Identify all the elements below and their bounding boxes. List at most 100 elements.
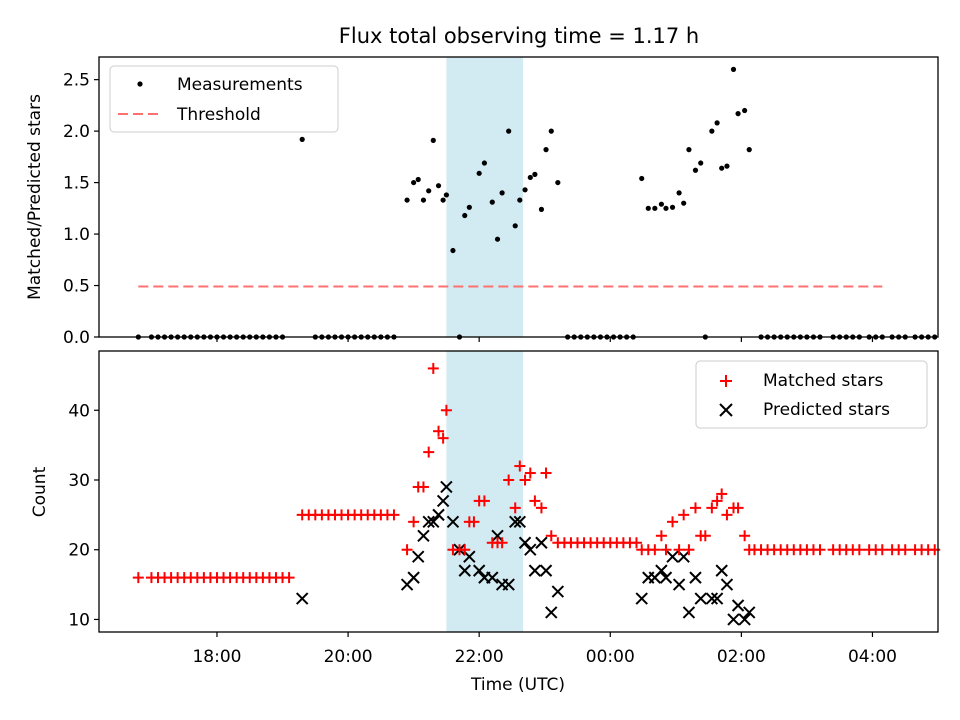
top-y-tick-label: 0.0 xyxy=(63,328,90,348)
chart-title: Flux total observing time = 1.17 h xyxy=(339,24,699,48)
predicted-star-point xyxy=(472,564,486,577)
measurement-point xyxy=(532,171,538,177)
legend-measurement-marker xyxy=(137,81,143,87)
top-y-tick-label: 1.0 xyxy=(63,225,90,245)
measurement-point xyxy=(462,212,468,219)
bottom-axes-frame xyxy=(98,350,939,633)
top-axes-frame xyxy=(98,56,939,338)
measurement-point xyxy=(506,128,512,134)
measurement-point xyxy=(466,204,472,210)
predicted-star-point xyxy=(440,480,453,494)
measurement-point xyxy=(481,160,488,166)
predicted-star-point xyxy=(446,515,460,529)
predicted-star-point xyxy=(655,564,668,577)
measurement-point xyxy=(430,137,436,143)
matched-star-point xyxy=(401,544,413,556)
legend-measurements-label: Measurements xyxy=(177,75,303,95)
measurement-point xyxy=(658,201,664,207)
measurement-point xyxy=(426,188,432,194)
legend-matched-label: Matched stars xyxy=(763,371,883,391)
predicted-star-point xyxy=(666,550,679,563)
measurement-point xyxy=(719,165,725,171)
matched-star-point xyxy=(524,467,536,479)
measurement-point xyxy=(420,197,427,203)
bottom-legend-box xyxy=(695,360,928,429)
measurement-point xyxy=(730,66,737,72)
measurement-point xyxy=(692,167,699,173)
predicted-star-point xyxy=(738,613,751,626)
top-y-tick-label: 2.0 xyxy=(63,122,90,142)
predicted-star-point xyxy=(705,592,719,605)
measurement-point xyxy=(415,176,421,183)
bottom-y-tick-label: 10 xyxy=(68,610,90,630)
matched-star-point xyxy=(655,530,667,542)
x-tick-label: 00:00 xyxy=(586,647,635,667)
matched-star-point xyxy=(673,544,685,556)
predicted-star-point xyxy=(458,564,471,577)
measurement-point xyxy=(527,174,533,181)
predicted-star-point xyxy=(432,508,445,522)
predicted-star-point xyxy=(731,599,745,612)
matched-star-point xyxy=(283,572,295,584)
top-y-tick-label: 0.5 xyxy=(63,277,90,297)
x-tick-label: 20:00 xyxy=(324,647,373,667)
predicted-star-point xyxy=(720,578,734,591)
matched-star-point xyxy=(388,509,400,521)
measurement-point xyxy=(714,120,720,126)
predicted-star-point xyxy=(727,613,740,626)
matched-star-point xyxy=(529,495,541,507)
measurement-point xyxy=(443,192,449,198)
matched-star-point xyxy=(459,544,471,556)
measurement-point xyxy=(489,199,495,205)
measurement-point xyxy=(742,107,748,114)
predicted-star-point xyxy=(513,515,527,529)
predicted-star-point xyxy=(551,585,565,598)
measurement-point xyxy=(686,147,692,153)
legend-threshold-label: Threshold xyxy=(176,105,261,125)
measurement-point xyxy=(676,190,682,196)
predicted-star-point xyxy=(524,543,537,556)
measurement-point xyxy=(724,163,730,169)
matched-star-point xyxy=(711,495,723,507)
matched-star-point xyxy=(699,530,711,542)
x-axis-label: Time (UTC) xyxy=(470,675,565,695)
matched-star-point xyxy=(716,488,728,500)
measurement-point xyxy=(639,175,645,182)
measurement-point xyxy=(746,147,752,153)
measurement-point xyxy=(645,205,651,211)
top-panel: 0.0 0.5 1.0 1.5 2.0 2.5 Matched/Predicted sta… xyxy=(25,56,939,348)
matched-star-point xyxy=(514,460,526,472)
matched-star-point xyxy=(739,530,751,542)
measurement-point xyxy=(522,187,528,193)
top-shaded-region xyxy=(446,57,524,337)
predicted-star-point xyxy=(528,564,542,577)
matched-star-point xyxy=(630,537,642,549)
measurement-point xyxy=(517,197,523,203)
x-tick-label: 02:00 xyxy=(717,647,766,667)
matched-star-point xyxy=(496,537,508,549)
measurement-point xyxy=(404,197,410,203)
predicted-star-point xyxy=(486,571,499,584)
predicted-star-point xyxy=(682,606,696,619)
measurement-point xyxy=(698,160,704,166)
top-y-axis-label: Matched/Predicted stars xyxy=(25,94,45,300)
bottom-y-axis-label: Count xyxy=(30,466,50,517)
x-tick-label: 18:00 xyxy=(192,647,241,667)
matched-star-point xyxy=(509,502,521,514)
measurement-point xyxy=(450,247,456,254)
matched-star-point xyxy=(853,544,865,556)
predicted-star-point xyxy=(535,536,548,549)
matched-star-point xyxy=(660,544,672,556)
predicted-star-point xyxy=(407,571,420,584)
predicted-star-point xyxy=(710,592,724,605)
matched-star-point xyxy=(440,404,452,416)
legend-predicted-marker xyxy=(719,403,733,417)
measurement-point xyxy=(512,223,518,229)
top-x-ticks xyxy=(216,337,874,342)
predicted-star-point xyxy=(694,592,707,605)
predicted-star-point xyxy=(509,515,522,529)
matched-star-point xyxy=(706,502,718,514)
bottom-x-ticks: 18:00 20:00 22:00 00:00 02:00 04:00 xyxy=(192,632,897,667)
bottom-y-tick-label: 20 xyxy=(68,541,90,561)
predicted-star-point xyxy=(659,571,673,584)
